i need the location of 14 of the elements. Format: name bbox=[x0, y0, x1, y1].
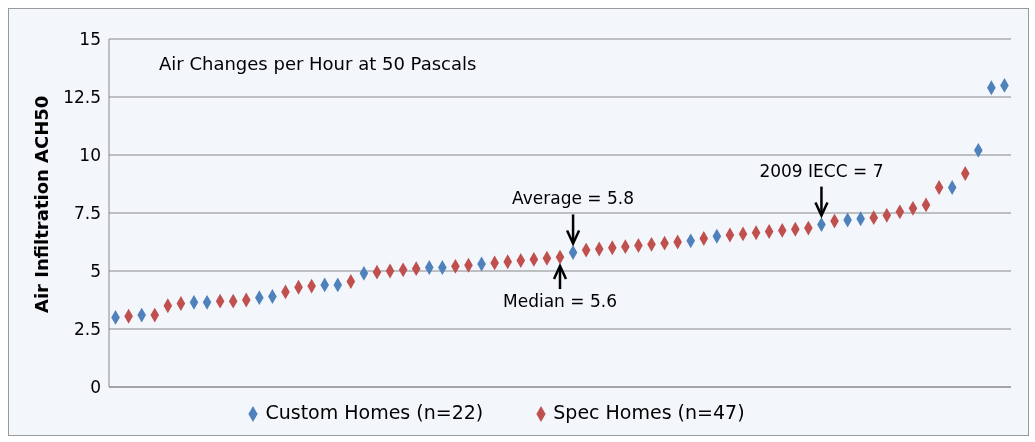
y-tick-label: 10 bbox=[79, 145, 101, 166]
y-tick-label: 5 bbox=[90, 261, 101, 282]
y-axis-title: Air Infiltration ACH50 bbox=[31, 95, 53, 313]
annotation: Median = 5.6 bbox=[503, 291, 617, 312]
annotation: 2009 IECC = 7 bbox=[759, 160, 884, 181]
annotation: Average = 5.8 bbox=[512, 188, 635, 209]
y-tick-label: 0 bbox=[90, 377, 101, 398]
y-tick-label: 12.5 bbox=[63, 87, 101, 108]
y-tick-label: 15 bbox=[79, 29, 101, 50]
y-tick-label: 2.5 bbox=[73, 319, 101, 340]
legend-label: Spec Homes (n=47) bbox=[553, 401, 745, 423]
y-tick-label: 7.5 bbox=[73, 203, 101, 224]
legend-label: Custom Homes (n=22) bbox=[265, 401, 484, 423]
text: Air Changes per Hour at 50 Pascals bbox=[159, 53, 477, 74]
